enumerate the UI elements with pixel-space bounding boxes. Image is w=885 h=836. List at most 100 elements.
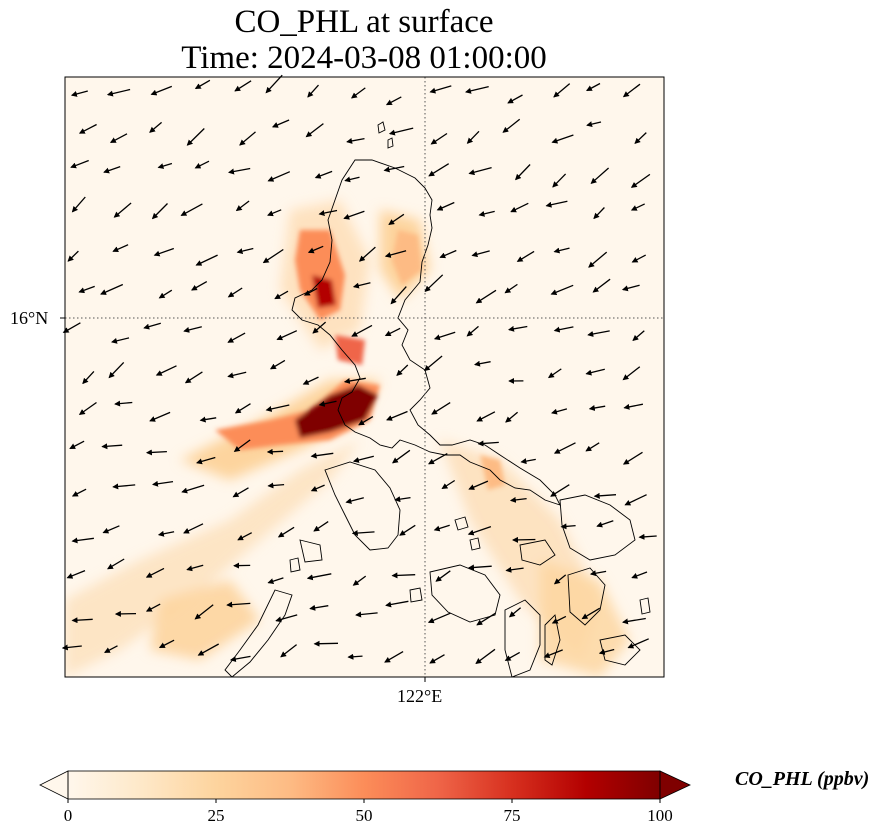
wind-arrow bbox=[391, 449, 411, 464]
wind-arrow bbox=[352, 455, 374, 463]
wind-arrow bbox=[318, 209, 338, 216]
wind-arrow bbox=[235, 200, 250, 212]
wind-arrow bbox=[228, 167, 251, 175]
wind-arrow bbox=[553, 83, 571, 98]
wind-arrow bbox=[632, 330, 645, 342]
wind-arrow bbox=[351, 324, 373, 337]
wind-arrow bbox=[388, 127, 414, 136]
wind-arrow bbox=[622, 366, 641, 381]
wind-arrow bbox=[71, 617, 93, 624]
wind-arrow bbox=[465, 85, 489, 94]
wind-arrow bbox=[430, 132, 448, 145]
wind-arrow bbox=[314, 170, 333, 179]
wind-arrow bbox=[78, 123, 97, 134]
wind-arrow bbox=[306, 573, 332, 581]
luzon-coastline bbox=[291, 159, 561, 506]
wind-arrow bbox=[585, 368, 605, 376]
wind-arrow bbox=[108, 361, 125, 379]
wind-arrow bbox=[145, 567, 165, 578]
wind-arrow bbox=[302, 376, 319, 385]
wind-arrow bbox=[269, 359, 286, 370]
wind-arrow bbox=[265, 404, 290, 412]
wind-arrow bbox=[344, 176, 360, 183]
wind-arrow bbox=[149, 121, 163, 133]
wind-arrow bbox=[477, 440, 499, 447]
wind-arrow bbox=[429, 85, 452, 94]
wind-arrow bbox=[623, 403, 644, 410]
wind-arrow bbox=[505, 411, 519, 423]
wind-arrow bbox=[468, 166, 492, 176]
wind-arrow bbox=[391, 572, 416, 579]
wind-arrow bbox=[277, 526, 295, 538]
wind-arrow bbox=[303, 287, 318, 296]
wind-arrow bbox=[502, 118, 521, 133]
wind-arrow bbox=[435, 570, 451, 582]
wind-arrow bbox=[429, 654, 445, 664]
wind-arrow bbox=[70, 90, 88, 97]
wind-arrow bbox=[107, 558, 125, 570]
wind-arrow bbox=[267, 482, 285, 489]
wind-arrow bbox=[307, 245, 324, 254]
wind-arrow bbox=[111, 337, 130, 344]
wind-arrow bbox=[78, 285, 95, 294]
wind-arrow bbox=[478, 210, 495, 217]
wind-arrow bbox=[355, 611, 378, 618]
wind-arrow bbox=[186, 128, 205, 146]
wind-arrow bbox=[62, 322, 81, 333]
wind-arrow bbox=[194, 160, 210, 169]
wind-arrow bbox=[384, 327, 401, 337]
wind-arrow bbox=[384, 250, 407, 258]
wind-arrow bbox=[622, 451, 643, 465]
wind-arrow bbox=[71, 537, 94, 544]
wind-arrow bbox=[475, 289, 497, 304]
wind-arrow bbox=[152, 480, 174, 487]
wind-arrow bbox=[149, 411, 171, 422]
wind-arrow bbox=[67, 250, 79, 262]
wind-arrow bbox=[553, 574, 567, 585]
wind-arrow bbox=[547, 368, 562, 379]
wind-arrow bbox=[145, 603, 161, 612]
map-title: CO_PHL at surface bbox=[234, 4, 494, 40]
wind-arrow bbox=[232, 487, 249, 498]
wind-arrow bbox=[239, 131, 256, 146]
wind-arrow bbox=[104, 645, 118, 653]
wind-arrow bbox=[157, 162, 173, 169]
wind-arrow bbox=[624, 494, 647, 506]
wind-arrow bbox=[593, 207, 605, 220]
mindoro-coastline bbox=[324, 461, 401, 551]
wind-arrow bbox=[551, 408, 568, 415]
wind-arrow bbox=[631, 254, 647, 263]
wind-arrow bbox=[638, 533, 657, 540]
wind-arrow bbox=[267, 171, 291, 182]
wind-arrow bbox=[267, 209, 282, 217]
wind-arrow bbox=[310, 452, 334, 459]
wind-arrow bbox=[318, 400, 337, 407]
wind-arrow bbox=[307, 84, 319, 98]
wind-arrow bbox=[515, 164, 531, 181]
wind-arrow bbox=[66, 569, 86, 579]
wind-arrow bbox=[586, 82, 601, 92]
wind-arrow bbox=[262, 248, 284, 264]
colorbar-tick-1: 25 bbox=[207, 806, 225, 825]
wind-arrow bbox=[236, 247, 254, 255]
wind-arrow bbox=[196, 456, 216, 465]
wind-arrow bbox=[276, 330, 298, 341]
colorbar-body bbox=[68, 771, 660, 799]
wind-arrow bbox=[553, 326, 574, 333]
small-islands bbox=[289, 121, 651, 615]
co-plume-core bbox=[215, 230, 505, 490]
wind-arrow bbox=[581, 607, 601, 620]
wind-arrow bbox=[467, 525, 492, 536]
wind-arrow bbox=[186, 564, 204, 572]
wind-arrow bbox=[101, 443, 123, 450]
wind-arrow bbox=[358, 416, 374, 426]
wind-arrow bbox=[383, 165, 405, 173]
wind-arrow bbox=[587, 330, 610, 337]
wind-arrow bbox=[471, 250, 490, 258]
wind-arrow bbox=[275, 614, 298, 623]
wind-arrow bbox=[234, 403, 251, 414]
wind-arrow bbox=[596, 520, 614, 528]
wind-arrow bbox=[151, 203, 168, 220]
wind-arrow bbox=[399, 524, 416, 536]
wind-arrow bbox=[552, 173, 567, 188]
